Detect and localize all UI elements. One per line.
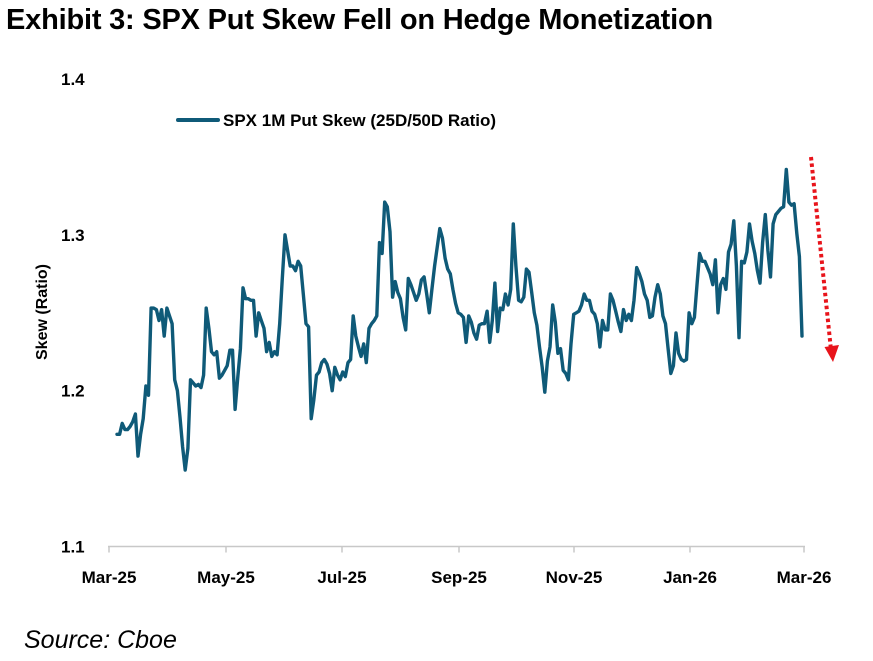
x-tick-label: Nov-25: [546, 568, 603, 587]
arrow-head-icon: [824, 345, 839, 362]
x-tick-labels: Mar-25 May-25 Jul-25 Sep-25 Nov-25 Jan-26 Mar-…: [82, 568, 832, 587]
y-tick-label: 1.2: [61, 382, 85, 401]
legend-label: SPX 1M Put Skew (25D/50D Ratio): [223, 111, 496, 130]
series-line: [115, 167, 804, 472]
x-tick-label: Mar-25: [82, 568, 137, 587]
chart-title: Exhibit 3: SPX Put Skew Fell on Hedge Mo…: [6, 4, 714, 36]
x-tick-label: Mar-26: [777, 568, 832, 587]
legend: SPX 1M Put Skew (25D/50D Ratio): [176, 111, 496, 130]
x-tick-marks: [108, 546, 805, 553]
y-tick-label: 1.3: [61, 226, 85, 245]
x-tick-label: Sep-25: [431, 568, 487, 587]
y-axis-label: Skew (Ratio): [34, 264, 51, 360]
source-note: Source: Cboe: [24, 626, 177, 654]
arrow-shaft: [809, 156, 833, 351]
x-tick-label: Jan-26: [663, 568, 717, 587]
y-tick-label: 1.4: [61, 70, 85, 89]
down-arrow-annotation: [809, 156, 839, 362]
y-tick-label: 1.1: [61, 538, 85, 557]
y-tick-labels: 1.1 1.2 1.3 1.4: [61, 70, 85, 557]
x-tick-label: May-25: [197, 568, 255, 587]
x-tick-label: Jul-25: [317, 568, 366, 587]
